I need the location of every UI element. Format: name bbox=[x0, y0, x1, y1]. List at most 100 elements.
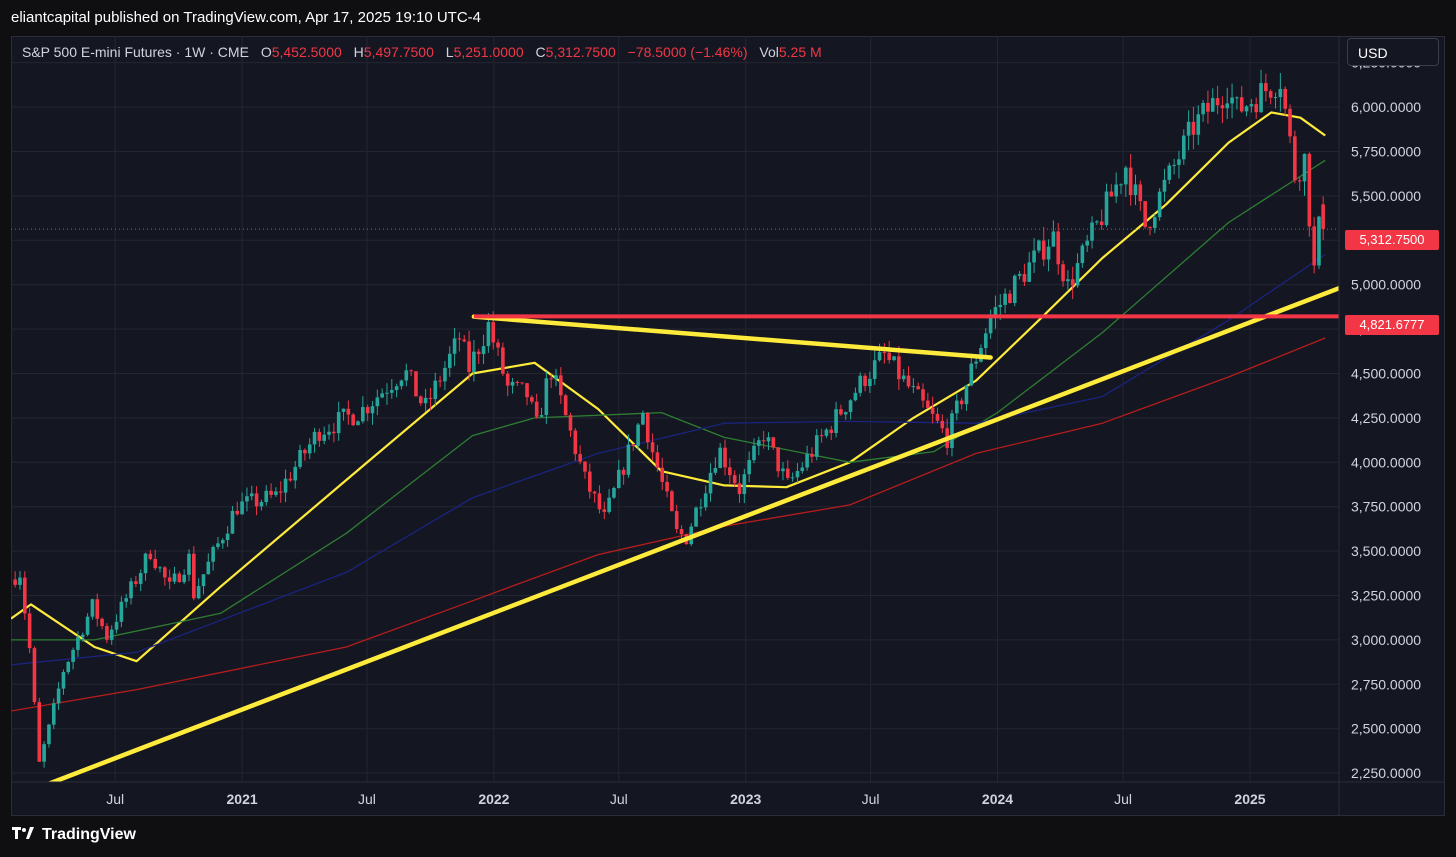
x-tick-label: 2021 bbox=[227, 791, 258, 807]
candle-body bbox=[1283, 88, 1287, 109]
candle-body bbox=[1104, 191, 1109, 226]
candle-body bbox=[544, 378, 549, 416]
candle-body bbox=[510, 381, 515, 386]
candle-body bbox=[757, 440, 761, 446]
candle-body bbox=[660, 467, 665, 482]
candle-body bbox=[525, 383, 529, 398]
candle-body bbox=[897, 356, 901, 380]
trendline-support bbox=[47, 285, 1339, 782]
x-tick-label: Jul bbox=[106, 791, 124, 807]
moving-average-blue bbox=[11, 253, 1326, 666]
y-tick-label: 5,500.0000 bbox=[1351, 188, 1421, 204]
candle-body bbox=[129, 581, 133, 599]
candle-body bbox=[1095, 221, 1099, 223]
candle-body bbox=[1128, 167, 1133, 196]
candle-body bbox=[588, 471, 592, 492]
y-tick-label: 2,500.0000 bbox=[1351, 721, 1421, 737]
candle-body bbox=[872, 360, 877, 379]
candle-body bbox=[834, 409, 838, 433]
candle-body bbox=[307, 444, 312, 454]
symbol-title[interactable]: S&P 500 E-mini Futures · 1W · CME bbox=[22, 44, 249, 60]
candle-body bbox=[776, 447, 780, 472]
current-price-tag: 5,312.7500 bbox=[1345, 230, 1439, 250]
candle-body bbox=[303, 449, 307, 454]
candle-body bbox=[636, 424, 640, 446]
candle-body bbox=[1133, 184, 1138, 196]
candle-body bbox=[1157, 191, 1162, 218]
candle-body bbox=[375, 397, 380, 407]
moving-average-red bbox=[11, 337, 1326, 712]
candle-body bbox=[969, 363, 974, 386]
candle-body bbox=[356, 421, 360, 426]
candle-body bbox=[172, 573, 177, 582]
candle-body bbox=[790, 477, 795, 479]
candle-body bbox=[167, 577, 172, 582]
candle-body bbox=[269, 490, 273, 495]
candle-body bbox=[409, 370, 413, 372]
candle-body bbox=[771, 437, 776, 448]
candle-body bbox=[105, 626, 109, 640]
candle-body bbox=[1162, 179, 1167, 192]
candle-body bbox=[1177, 159, 1181, 165]
drawings bbox=[11, 228, 1339, 782]
candle-body bbox=[447, 353, 452, 368]
candle-body bbox=[1312, 226, 1316, 266]
candle-body bbox=[1186, 121, 1191, 136]
y-tick-label: 2,250.0000 bbox=[1351, 765, 1421, 781]
candle-body bbox=[240, 501, 244, 515]
candle-body bbox=[264, 490, 269, 503]
level-price-tag: 4,821.6777 bbox=[1345, 315, 1439, 335]
candle-body bbox=[1022, 274, 1027, 282]
candle-body bbox=[848, 400, 853, 413]
candle-body bbox=[655, 452, 660, 468]
candle-body bbox=[1109, 191, 1114, 197]
candle-body bbox=[332, 431, 336, 434]
candle-body bbox=[694, 507, 698, 527]
candle-body bbox=[650, 442, 655, 453]
candle-body bbox=[814, 435, 819, 457]
candle-body bbox=[148, 553, 153, 559]
candle-body bbox=[1264, 83, 1268, 92]
candle-body bbox=[481, 346, 486, 355]
candles bbox=[13, 69, 1325, 768]
candle-body bbox=[211, 546, 215, 562]
y-tick-label: 4,250.0000 bbox=[1351, 410, 1421, 426]
y-tick-label: 6,000.0000 bbox=[1351, 99, 1421, 115]
candle-body bbox=[868, 378, 872, 387]
candle-body bbox=[95, 599, 100, 619]
candle-body bbox=[1206, 102, 1210, 112]
candle-body bbox=[80, 634, 85, 638]
candle-body bbox=[100, 618, 104, 627]
candle-body bbox=[1008, 293, 1012, 304]
candle-body bbox=[433, 380, 438, 400]
candle-body bbox=[259, 502, 264, 507]
candle-body bbox=[1027, 262, 1032, 282]
candle-body bbox=[486, 322, 491, 347]
x-tick-label: 2024 bbox=[982, 791, 1013, 807]
candle-body bbox=[457, 338, 462, 340]
price-chart[interactable]: 6,250.00006,000.00005,750.00005,500.0000… bbox=[11, 36, 1445, 816]
candle-body bbox=[940, 420, 945, 429]
candle-body bbox=[1046, 246, 1051, 260]
candle-body bbox=[829, 429, 834, 433]
open-label: O bbox=[260, 44, 272, 60]
y-tick-label: 3,750.0000 bbox=[1351, 499, 1421, 515]
candle-body bbox=[380, 393, 384, 398]
candle-body bbox=[1235, 97, 1239, 99]
candle-body bbox=[51, 703, 56, 725]
currency-button[interactable]: USD bbox=[1347, 38, 1439, 66]
candle-body bbox=[491, 322, 496, 343]
candle-body bbox=[225, 533, 230, 541]
candle-body bbox=[1268, 91, 1273, 98]
candle-body bbox=[853, 392, 858, 401]
candle-body bbox=[177, 573, 182, 583]
candle-body bbox=[361, 407, 365, 422]
candle-body bbox=[1317, 216, 1321, 266]
candle-body bbox=[930, 407, 935, 414]
candle-body bbox=[858, 375, 863, 393]
candle-body bbox=[1244, 106, 1249, 112]
candle-body bbox=[607, 497, 611, 512]
tradingview-brand[interactable]: TradingView bbox=[12, 825, 136, 845]
candle-body bbox=[288, 478, 293, 481]
candle-body bbox=[163, 567, 167, 578]
